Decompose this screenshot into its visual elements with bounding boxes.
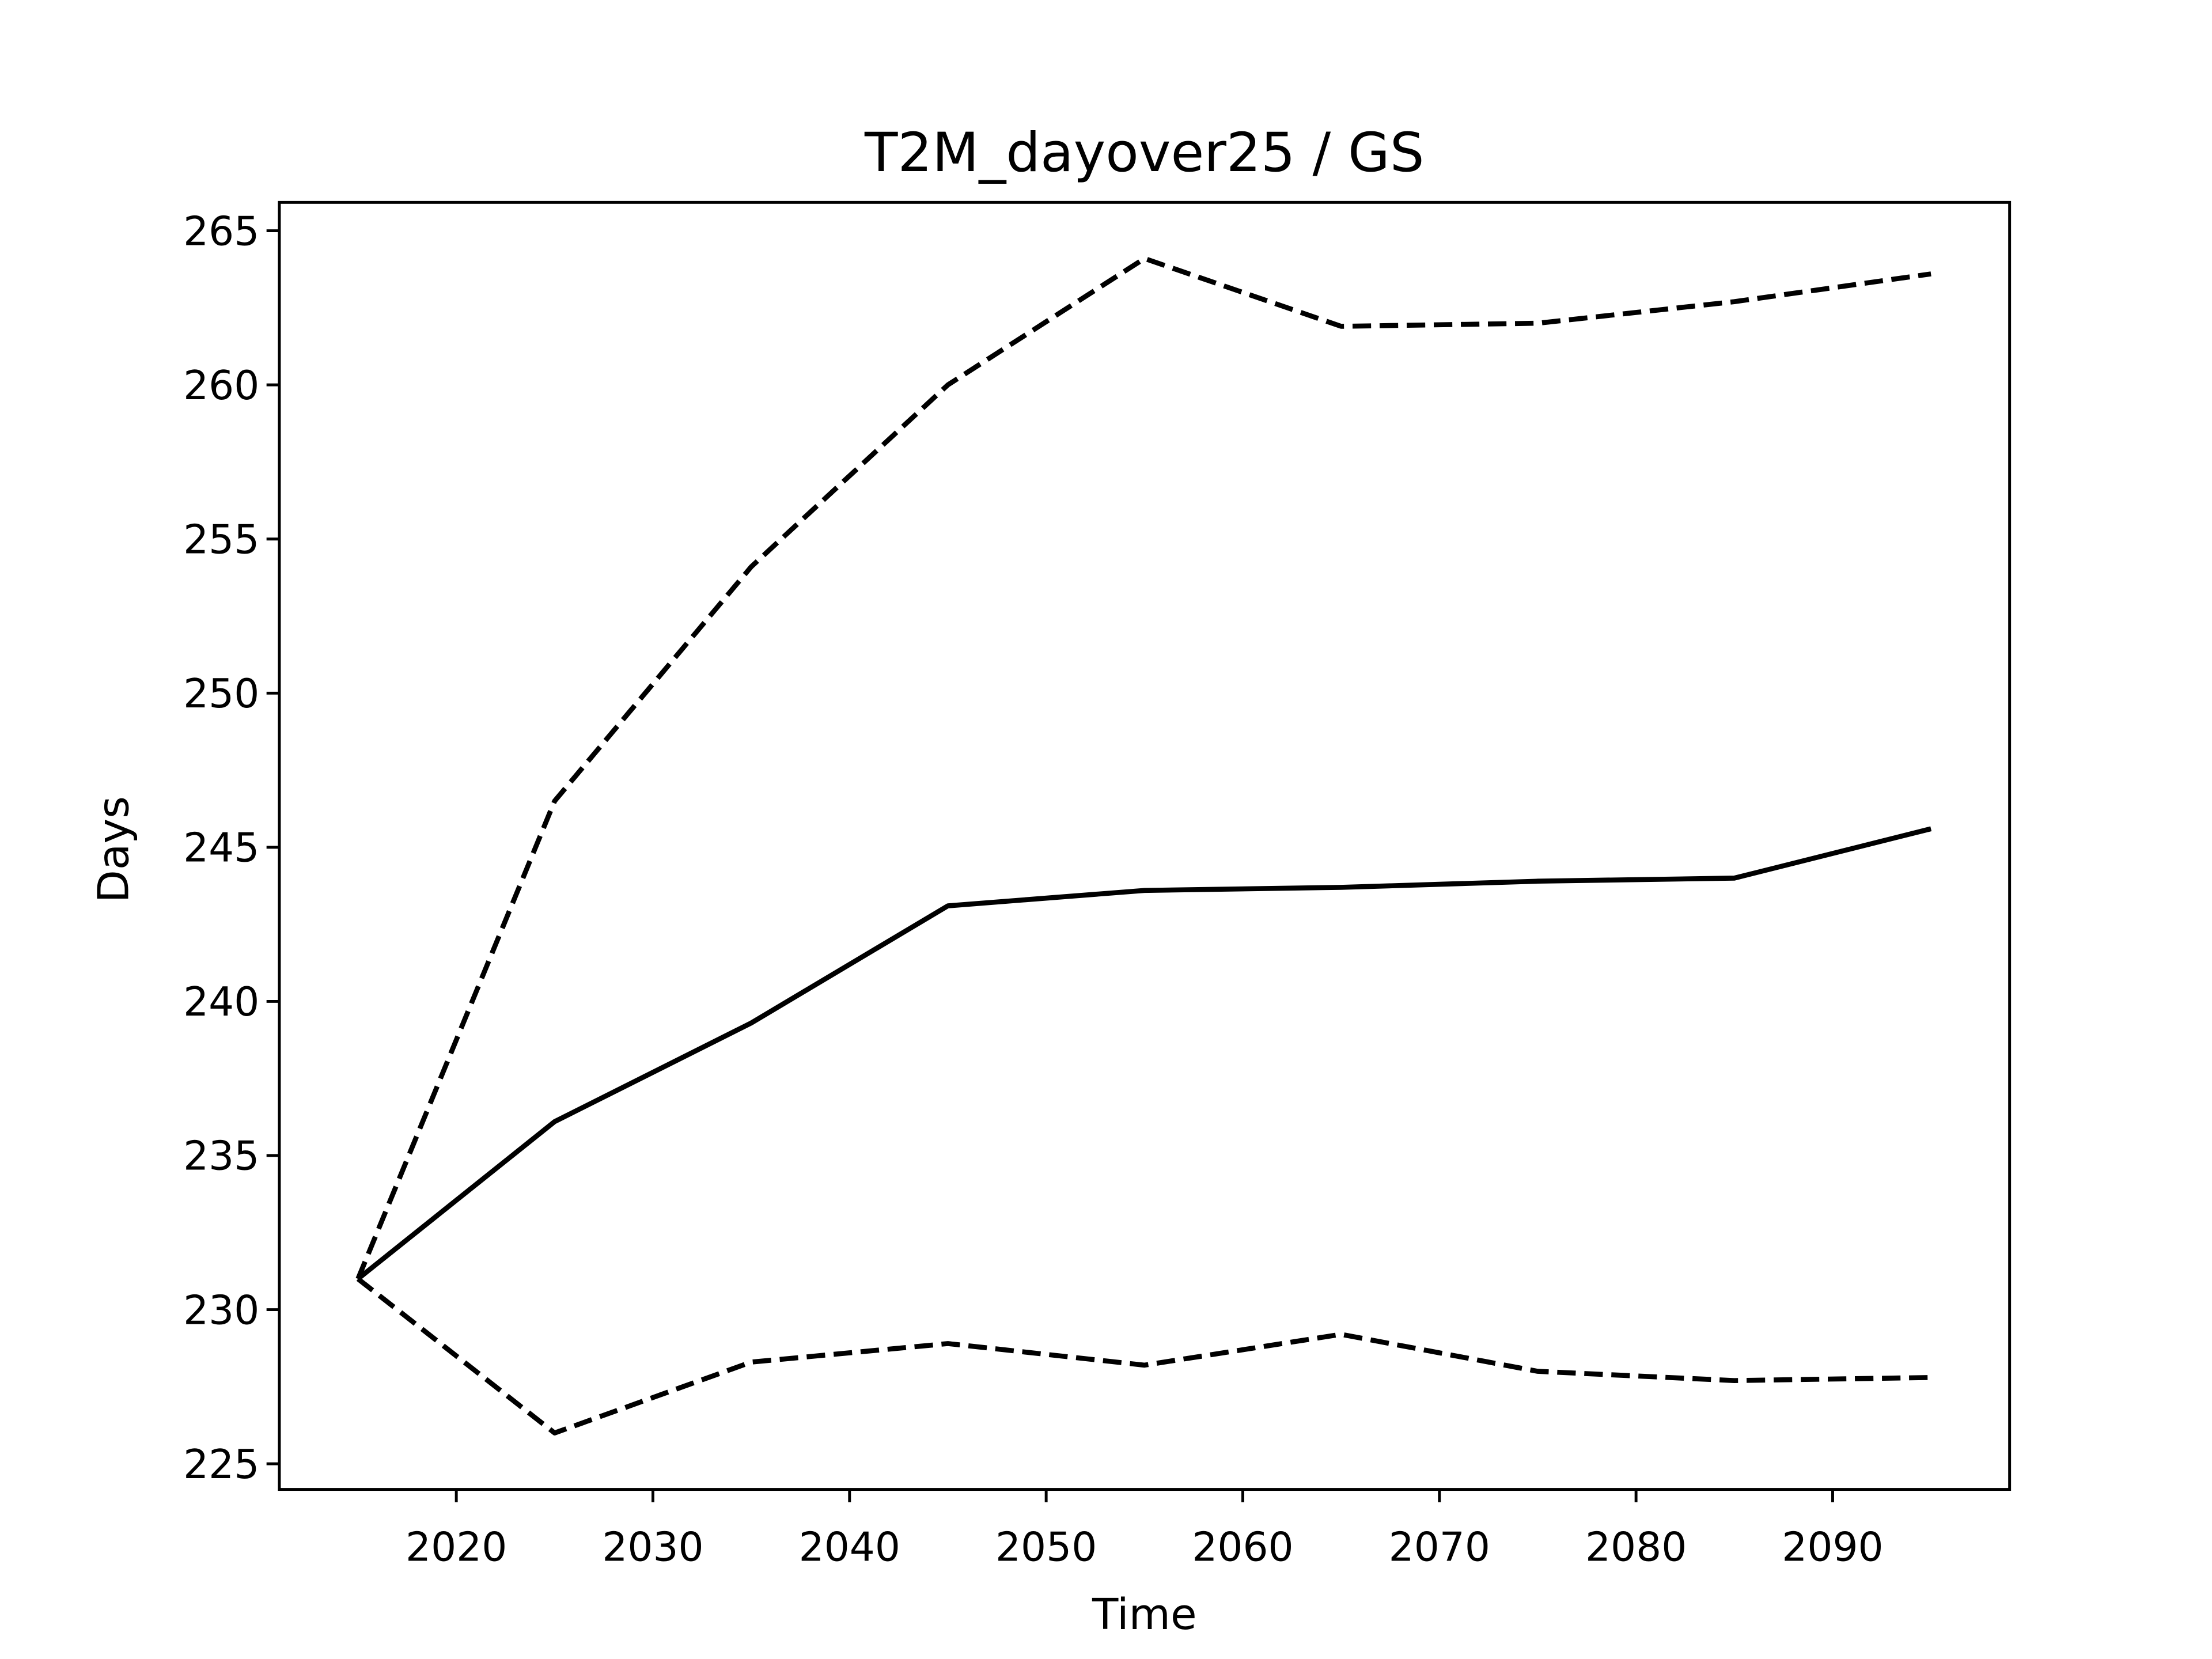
y-tick-label: 240 (183, 979, 259, 1025)
x-tick-label: 2040 (799, 1524, 900, 1570)
x-tick-label: 2080 (1585, 1524, 1687, 1570)
x-tick-label: 2030 (602, 1524, 703, 1570)
y-tick-label: 265 (183, 209, 259, 255)
y-tick-label: 245 (183, 825, 259, 872)
y-tick-label: 255 (183, 517, 259, 563)
y-axis-label: Days (89, 796, 139, 903)
data-line (356, 826, 1932, 1281)
x-axis-label: Time (1092, 1589, 1197, 1639)
data-line (355, 256, 1931, 1280)
x-tick-label: 2020 (406, 1524, 507, 1570)
y-tick-label: 260 (183, 363, 259, 409)
y-tick-label: 235 (183, 1134, 259, 1180)
chart-title: T2M_dayover25 / GS (864, 122, 1425, 184)
plot-frame (278, 200, 2012, 1491)
y-tick-label: 230 (183, 1287, 259, 1334)
y-tick-label: 225 (183, 1442, 259, 1488)
data-line (356, 1277, 1931, 1435)
x-tick-label: 2060 (1192, 1524, 1293, 1570)
x-tick-label: 2070 (1389, 1524, 1490, 1570)
x-tick-label: 2050 (995, 1524, 1097, 1570)
x-tick-label: 2090 (1782, 1524, 1883, 1570)
y-tick-label: 250 (183, 671, 259, 717)
